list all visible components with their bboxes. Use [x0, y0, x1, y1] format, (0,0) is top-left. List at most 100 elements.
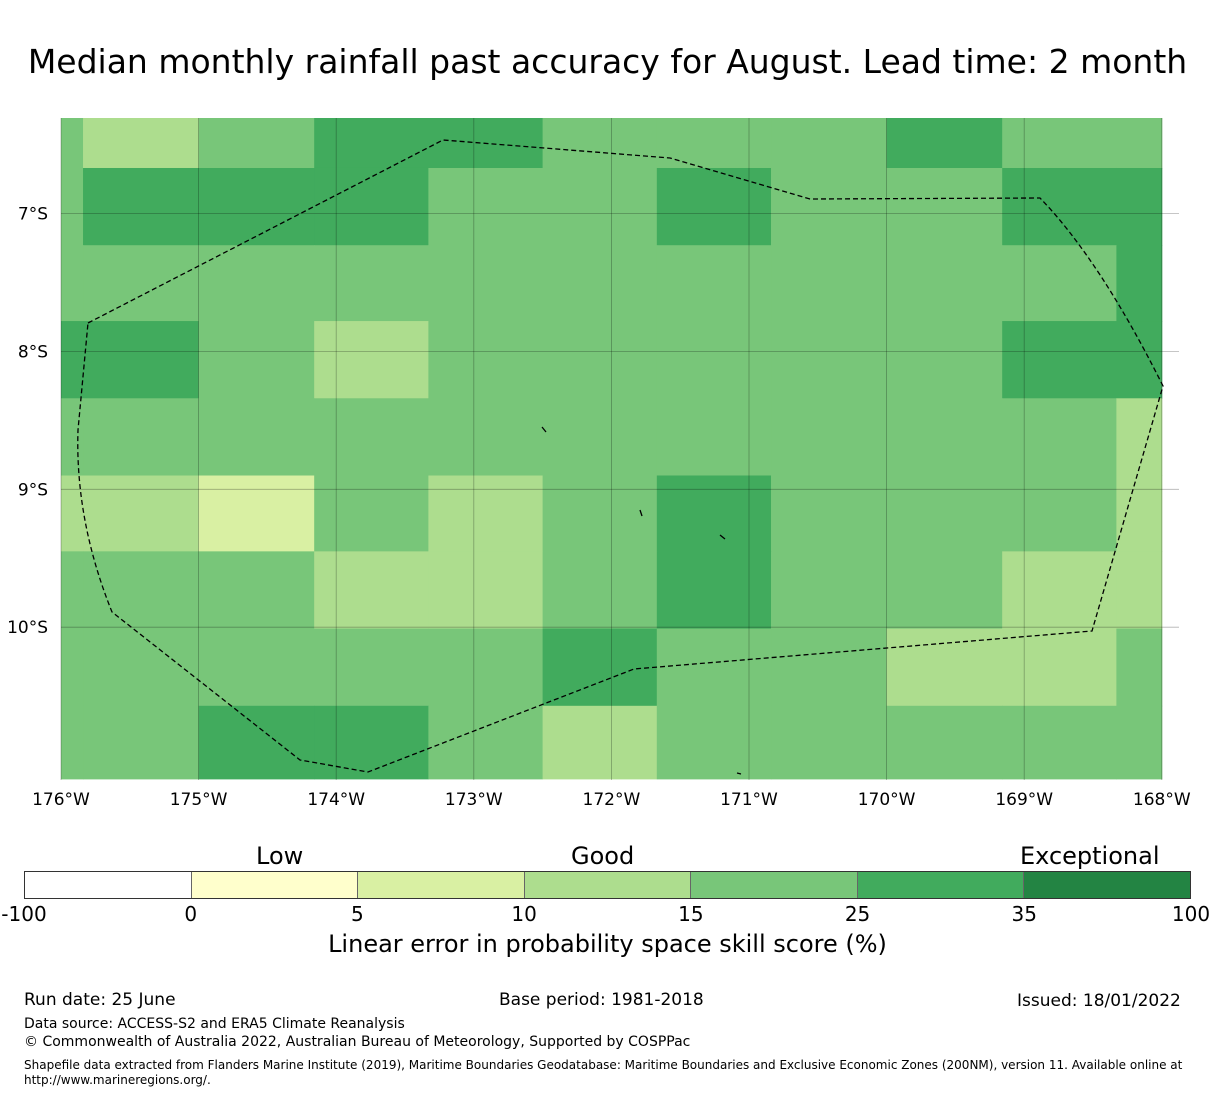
- colorbar-tick-label: -100: [1, 902, 47, 926]
- grid-cell: [428, 475, 544, 552]
- grid-cell: [61, 245, 84, 322]
- colorbar-segment: [1024, 872, 1191, 898]
- grid-cell: [656, 167, 772, 246]
- longitude-labels: 176°W 175°W 174°W 173°W 172°W 171°W 170°W 169°W…: [32, 790, 1191, 810]
- island-mark: [541, 426, 547, 433]
- grid-cell: [61, 628, 84, 707]
- grid-cell: [886, 321, 1003, 399]
- latitude-label: 10°S: [7, 618, 48, 638]
- colorbar-tick-label: 0: [184, 902, 198, 926]
- grid-cell: [886, 245, 1003, 322]
- grid-cell: [886, 167, 1003, 246]
- grid-cell: [656, 628, 772, 707]
- data-source: Data source: ACCESS-S2 and ERA5 Climate …: [24, 1016, 405, 1032]
- grid-cell: [771, 118, 888, 169]
- grid-cell: [886, 398, 1003, 477]
- colorbar-tick-label: 10: [511, 902, 537, 926]
- grid-cell: [886, 705, 1003, 780]
- grid-cell: [198, 475, 315, 552]
- grid-cell: [542, 475, 658, 552]
- grid-cell: [1002, 551, 1117, 630]
- grid-cell: [1002, 321, 1117, 399]
- colorbar-tick-label: 15: [678, 902, 704, 926]
- grid-cell: [656, 245, 772, 322]
- longitude-label: 170°W: [858, 790, 916, 810]
- grid-cell: [314, 245, 429, 322]
- issued-date: Issued: 18/01/2022: [1017, 991, 1181, 1011]
- grid-cell: [314, 475, 429, 552]
- grid-cell: [314, 118, 429, 169]
- grid-cell: [83, 398, 200, 477]
- grid-cell: [1002, 705, 1117, 780]
- grid-cell: [656, 475, 772, 552]
- grid-cell: [83, 475, 200, 552]
- grid-cell: [61, 475, 84, 552]
- grid-cell: [1116, 705, 1163, 780]
- longitude-label: 176°W: [32, 790, 90, 810]
- grid-cell: [771, 705, 888, 780]
- grid-cell: [542, 167, 658, 246]
- map-title: Median monthly rainfall past accuracy fo…: [27, 42, 1188, 81]
- longitude-label: 173°W: [445, 790, 503, 810]
- grid-cell: [886, 118, 1003, 169]
- island-mark: [736, 772, 742, 775]
- eez-boundary: [77, 139, 1164, 773]
- grid-cell: [656, 705, 772, 780]
- grid-cell: [83, 245, 200, 322]
- grid-cell: [542, 628, 658, 707]
- grid-cell: [771, 321, 888, 399]
- legend-low-heading: Low: [256, 842, 304, 870]
- latitude-label: 7°S: [18, 205, 48, 225]
- grid-cell: [314, 398, 429, 477]
- grid-cell: [61, 167, 84, 246]
- grid-cell: [771, 245, 888, 322]
- grid-cell: [198, 705, 315, 780]
- colorbar-tick-label: 5: [351, 902, 364, 926]
- grid-cell: [542, 118, 658, 169]
- grid-cell: [198, 321, 315, 399]
- grid-cell: [428, 245, 544, 322]
- shapefile-credit: Shapefile data extracted from Flanders M…: [24, 1058, 1183, 1087]
- grid-cell: [886, 551, 1003, 630]
- grid-cell: [542, 245, 658, 322]
- grid-cell: [771, 398, 888, 477]
- island-mark: [639, 509, 643, 517]
- grid-cell: [1116, 551, 1163, 630]
- colorbar-tick-label: 100: [1171, 902, 1211, 926]
- colorbar-segment: [857, 872, 1025, 898]
- grid-cell: [83, 321, 200, 399]
- grid-cell: [83, 167, 200, 246]
- grid-cell: [542, 321, 658, 399]
- grid-cell: [1116, 475, 1163, 552]
- grid-cell: [656, 321, 772, 399]
- grid-cell: [83, 551, 200, 630]
- grid-cell: [1116, 118, 1163, 169]
- grid-cell: [771, 551, 888, 630]
- longitude-label: 172°W: [583, 790, 641, 810]
- run-date: Run date: 25 June: [24, 990, 176, 1010]
- copyright: © Commonwealth of Australia 2022, Austra…: [24, 1034, 691, 1050]
- longitude-label: 175°W: [170, 790, 228, 810]
- grid-cell: [1116, 245, 1163, 322]
- longitude-label: 168°W: [1133, 790, 1191, 810]
- grid-cell: [542, 705, 658, 780]
- grid-cell: [314, 705, 429, 780]
- colorbar-segment: [191, 872, 359, 898]
- grid-cell: [428, 167, 544, 246]
- colorbar-segment: [358, 872, 525, 898]
- grid-cell: [61, 705, 84, 780]
- grid-cell: [428, 398, 544, 477]
- legend-exceptional-heading: Exceptional: [1020, 842, 1160, 870]
- grid-cell: [1116, 167, 1163, 246]
- grid-cell: [428, 551, 544, 630]
- grid-cell: [1116, 628, 1163, 707]
- grid-cell: [428, 628, 544, 707]
- grid-cell: [61, 398, 84, 477]
- grid-cell: [771, 167, 888, 246]
- longitude-label: 169°W: [995, 790, 1053, 810]
- grid-cell: [198, 628, 315, 707]
- latitude-label: 8°S: [18, 342, 48, 362]
- grid-cell: [198, 398, 315, 477]
- colorbar-label: Linear error in probability space skill …: [328, 930, 887, 958]
- grid-cell: [1002, 167, 1117, 246]
